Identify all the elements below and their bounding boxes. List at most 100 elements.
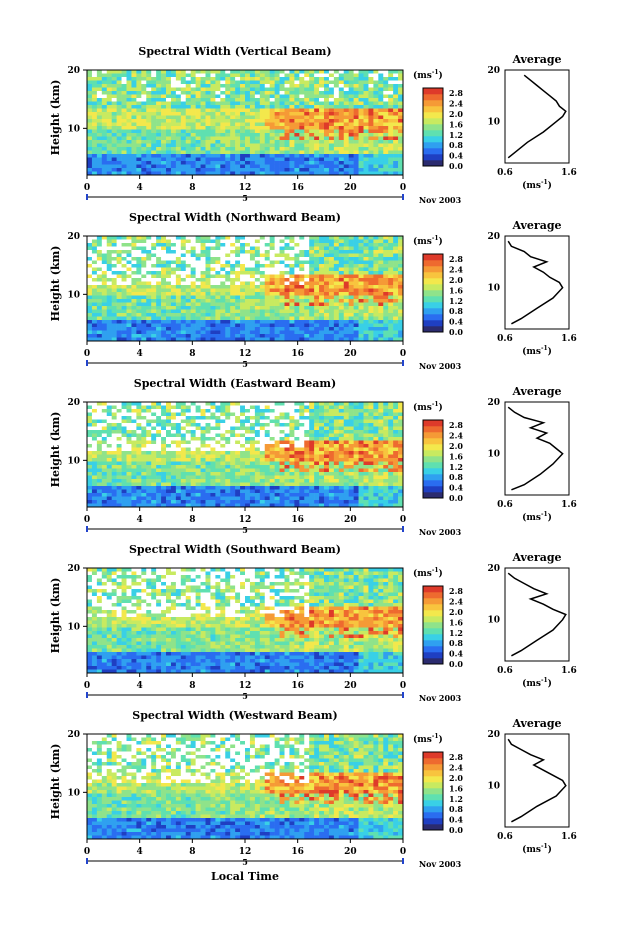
heatmap-cell xyxy=(91,267,98,272)
heatmap-cell xyxy=(398,119,404,123)
heatmap-cell xyxy=(259,327,266,331)
heatmap-cell xyxy=(200,98,206,102)
heatmap-cell xyxy=(161,309,167,314)
heatmap-cell xyxy=(205,323,211,328)
heatmap-cell xyxy=(166,426,172,431)
heatmap-cell xyxy=(121,243,127,247)
heatmap-cell xyxy=(304,168,310,172)
heatmap-cell xyxy=(87,306,93,310)
heatmap-cell xyxy=(235,323,241,328)
heatmap-cell xyxy=(205,412,211,417)
heatmap-cell xyxy=(393,147,399,151)
heatmap-cell xyxy=(314,150,320,155)
heatmap-cell xyxy=(363,299,369,303)
heatmap-cell xyxy=(146,271,152,275)
heatmap-cell xyxy=(264,402,270,406)
heatmap-cell xyxy=(393,143,399,148)
heatmap-cell xyxy=(131,440,137,445)
heatmap-cell xyxy=(393,440,399,445)
heatmap-cell xyxy=(309,253,315,258)
heatmap-cell xyxy=(388,454,394,459)
heatmap-cell xyxy=(230,154,236,158)
heatmap-cell xyxy=(388,150,394,155)
heatmap-cell xyxy=(353,299,359,303)
heatmap-cell xyxy=(254,101,261,106)
heatmap-cell xyxy=(190,402,196,406)
heatmap-cell xyxy=(254,136,261,141)
heatmap-cell xyxy=(289,285,295,289)
heatmap-cell xyxy=(289,157,295,162)
heatmap-cell xyxy=(299,250,305,254)
heatmap-cell xyxy=(151,423,157,427)
heatmap-cell xyxy=(195,161,201,165)
heatmap-cell xyxy=(175,108,182,113)
heatmap-cell xyxy=(156,73,162,78)
heatmap-cell xyxy=(314,405,320,410)
heatmap-cell xyxy=(161,257,167,261)
heatmap-cell xyxy=(309,126,315,130)
heatmap-cell xyxy=(240,274,246,279)
heatmap-cell xyxy=(96,253,103,258)
heatmap-cell xyxy=(333,409,340,413)
heatmap-cell xyxy=(141,108,147,113)
heatmap-cell xyxy=(220,423,226,427)
heatmap-cell xyxy=(126,243,132,247)
heatmap-cell xyxy=(156,260,162,265)
heatmap-cell xyxy=(131,416,137,420)
heatmap-cell xyxy=(200,313,206,317)
heatmap-cell xyxy=(230,454,236,459)
heatmap-cell xyxy=(220,281,226,286)
heatmap-cell xyxy=(284,281,290,286)
heatmap-cell xyxy=(373,87,379,92)
heatmap-cell xyxy=(348,126,354,130)
heatmap-cell xyxy=(279,447,285,452)
heatmap-cell xyxy=(279,264,285,268)
heatmap-cell xyxy=(136,409,142,413)
heatmap-cell xyxy=(284,316,290,321)
heatmap-cell xyxy=(131,281,137,286)
heatmap-cell xyxy=(398,313,404,317)
heatmap-cell xyxy=(111,447,117,452)
heatmap-cell xyxy=(156,164,162,169)
heatmap-cell xyxy=(333,267,340,272)
heatmap-cell xyxy=(338,147,345,151)
heatmap-cell xyxy=(87,440,93,445)
heatmap-cell xyxy=(333,292,340,296)
heatmap-cell xyxy=(190,253,196,258)
heatmap-cell xyxy=(304,119,310,123)
heatmap-cell xyxy=(151,271,157,275)
heatmap-cell xyxy=(314,98,320,102)
heatmap-cell xyxy=(319,236,325,240)
heatmap-cell xyxy=(348,243,354,247)
heatmap-cell xyxy=(166,257,172,261)
heatmap-cell xyxy=(279,306,285,310)
heatmap-cell xyxy=(378,264,384,268)
heatmap-cell xyxy=(91,133,98,137)
heatmap-cell xyxy=(185,73,191,78)
heatmap-cell xyxy=(91,440,98,445)
heatmap-cell xyxy=(235,334,241,338)
x-tick-label: 20 xyxy=(344,183,357,193)
heatmap-cell xyxy=(215,299,221,303)
heatmap-cell xyxy=(324,108,330,113)
heatmap-cell xyxy=(116,115,122,120)
heatmap-cell xyxy=(200,309,206,314)
heatmap-cell xyxy=(328,122,335,127)
heatmap-cell xyxy=(245,236,251,240)
heatmap-cell xyxy=(245,405,251,410)
heatmap-cell xyxy=(378,80,384,85)
heatmap-cell xyxy=(249,433,256,438)
heatmap-cell xyxy=(294,451,300,455)
heatmap-cell xyxy=(333,278,340,282)
heatmap-cell xyxy=(363,257,369,261)
heatmap-cell xyxy=(210,337,216,342)
heatmap-cell xyxy=(225,271,231,275)
heatmap-cell xyxy=(309,260,315,265)
x-tick-label: 8 xyxy=(189,349,195,359)
heatmap-cell xyxy=(343,295,349,300)
heatmap-cell xyxy=(279,337,285,342)
heatmap-cell xyxy=(121,91,127,95)
heatmap-cell xyxy=(333,271,340,275)
heatmap-cell xyxy=(141,274,147,279)
heatmap-cell xyxy=(284,257,290,261)
